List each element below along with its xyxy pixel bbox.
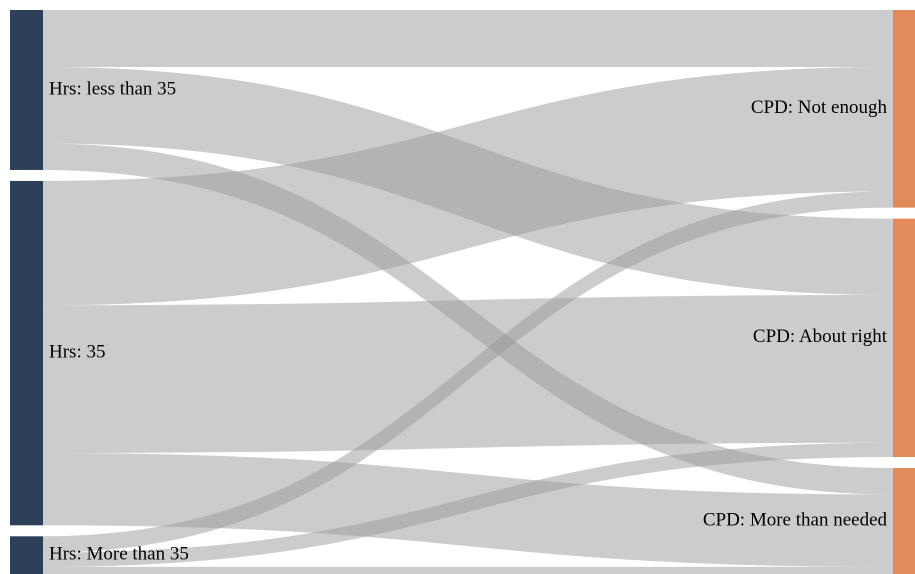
- target-node-right: [893, 218, 915, 458]
- target-label-not: CPD: Not enough: [751, 97, 888, 118]
- target-node-more: [893, 468, 915, 574]
- target-node-not: [893, 10, 915, 208]
- link-gt35-to-not: [43, 191, 893, 553]
- link-lt35-to-not: [43, 10, 893, 68]
- target-label-right: CPD: About right: [753, 326, 888, 347]
- source-node-gt35: [10, 536, 43, 574]
- source-label-gt35: Hrs: More than 35: [49, 544, 189, 565]
- source-label-eq35: Hrs: 35: [49, 341, 105, 362]
- target-label-more: CPD: More than needed: [703, 509, 888, 530]
- source-node-lt35: [10, 10, 43, 170]
- sankey-links: [43, 10, 893, 574]
- source-label-lt35: Hrs: less than 35: [49, 78, 176, 99]
- link-eq35-to-not: [43, 67, 893, 306]
- sankey-nodes: [10, 10, 915, 574]
- sankey-labels: Hrs: less than 35 Hrs: 35 Hrs: More than 3…: [49, 78, 888, 564]
- link-gt35-to-more: [43, 566, 893, 574]
- link-gt35-to-right: [43, 442, 893, 567]
- source-node-eq35: [10, 180, 43, 526]
